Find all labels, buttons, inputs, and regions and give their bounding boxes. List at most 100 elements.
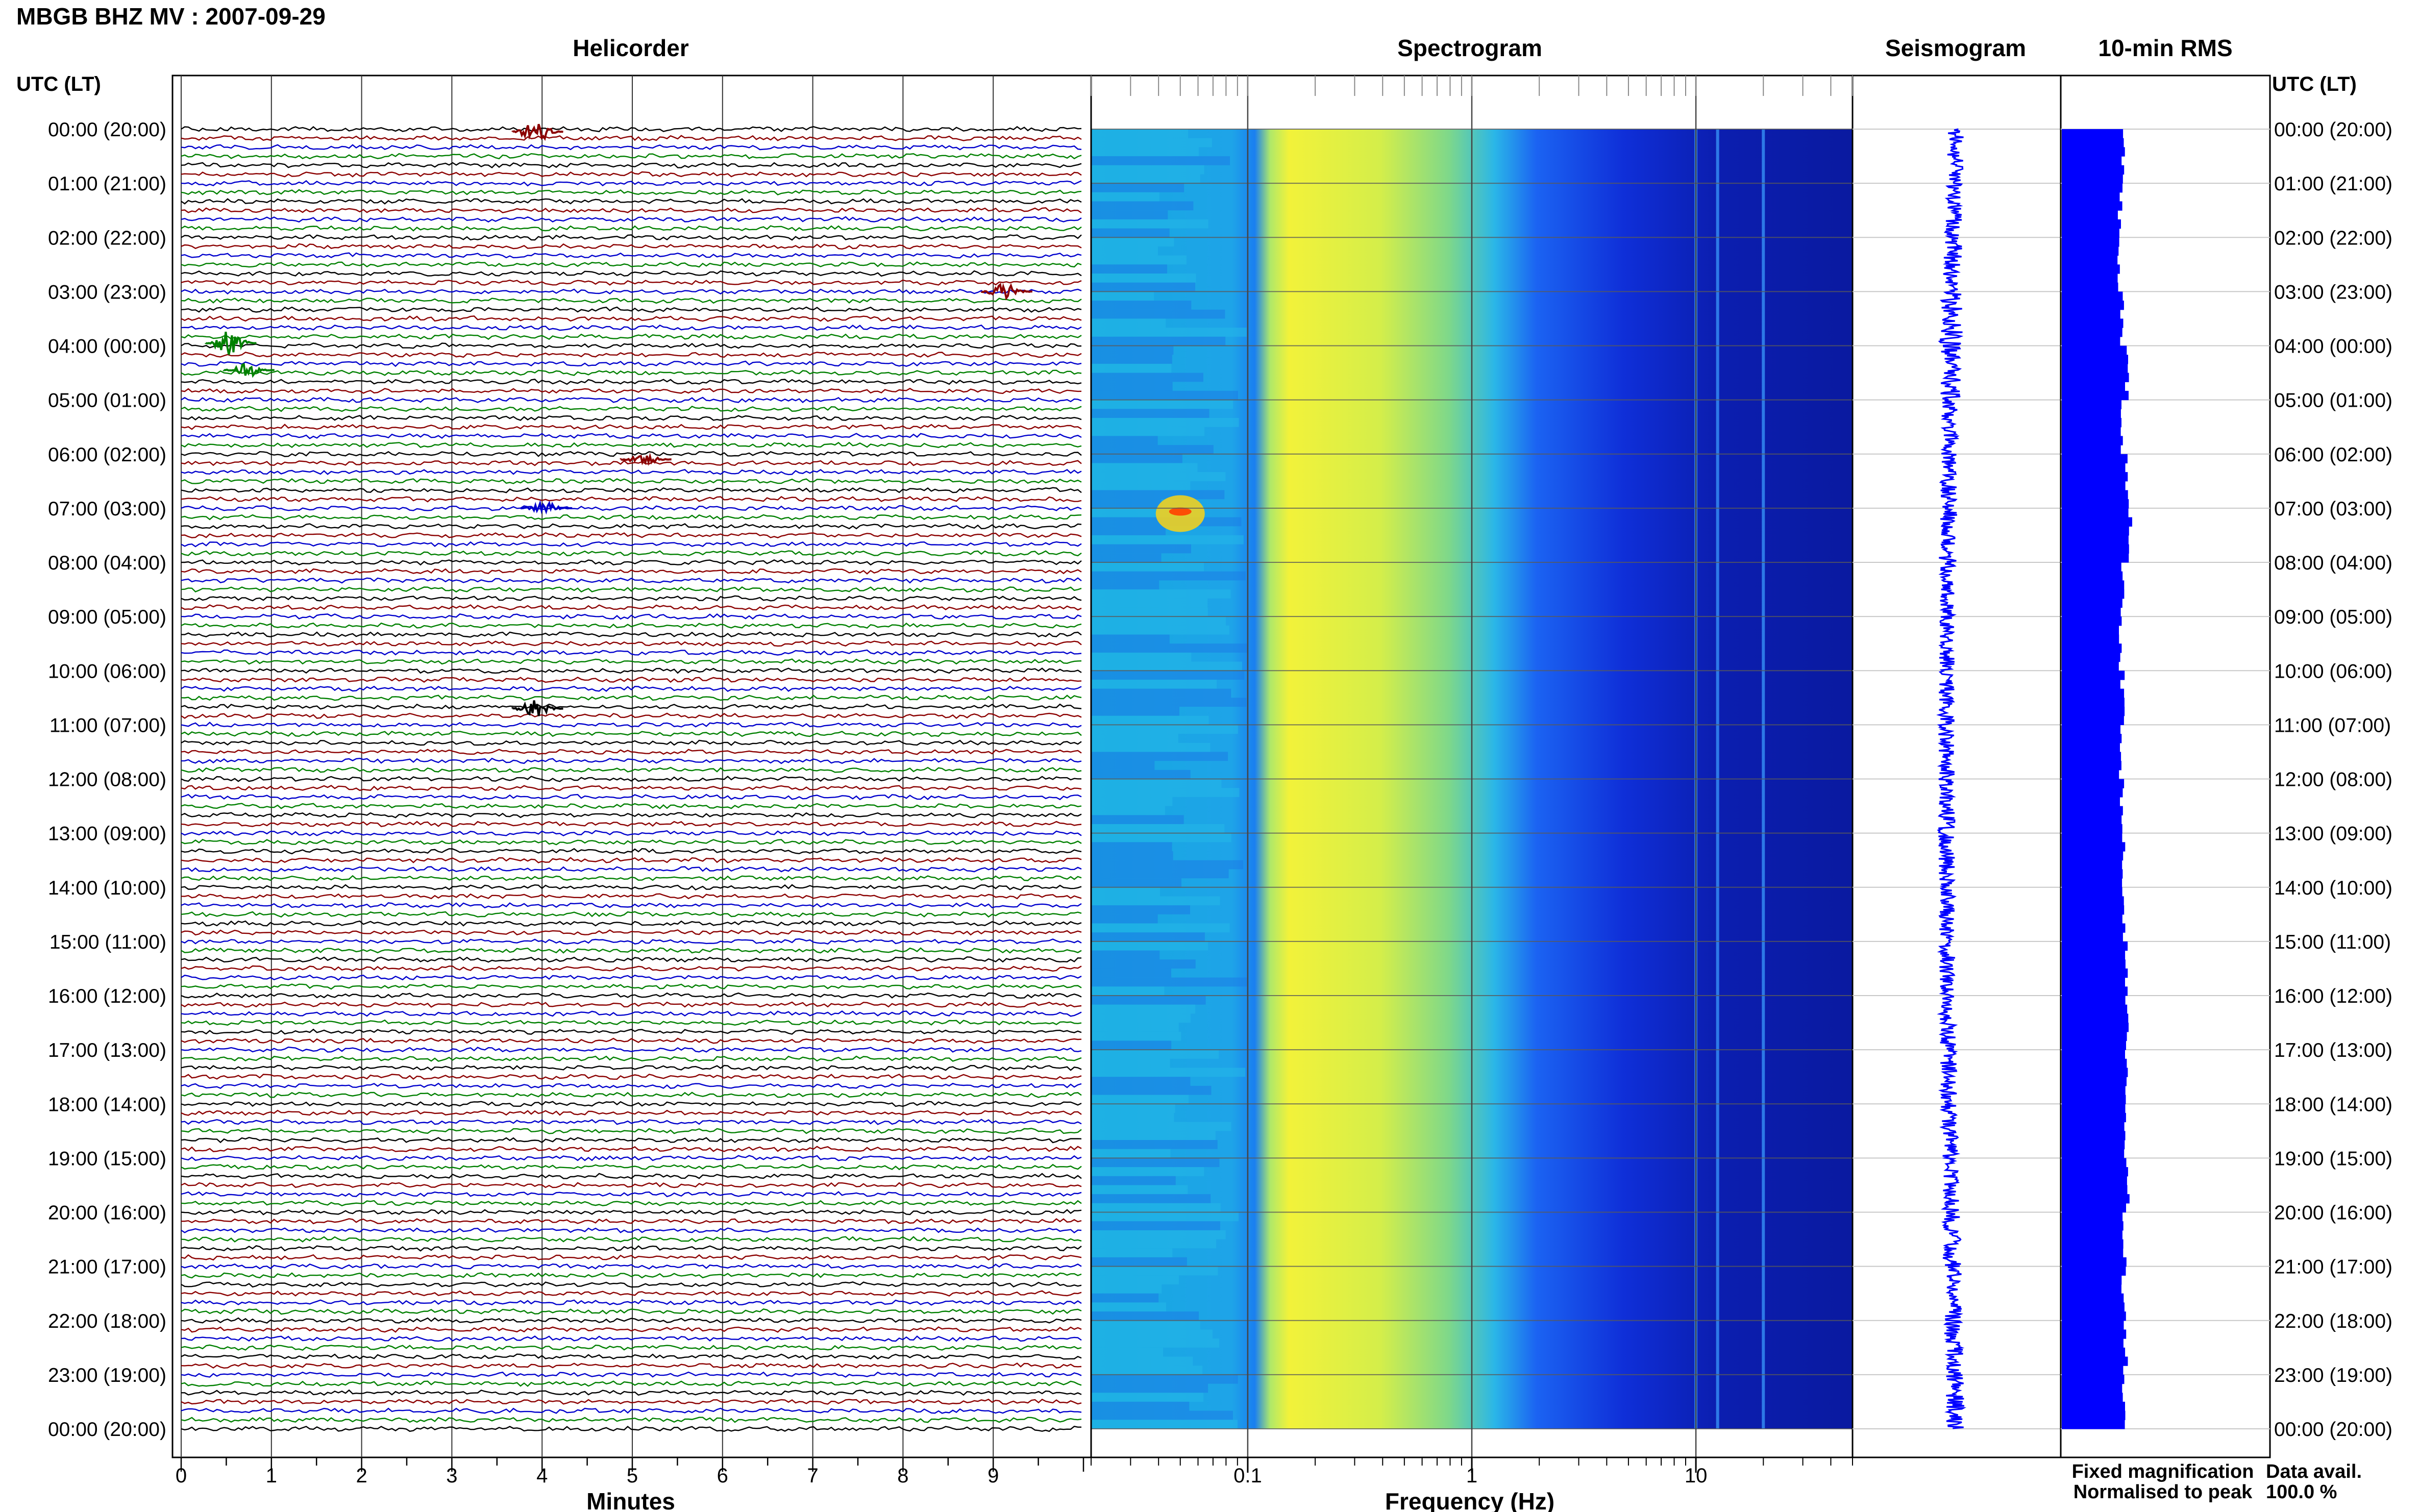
rms-bar [2062,291,2123,301]
helicorder-trace [181,1074,1082,1080]
hour-label-right: 17:00 (13:00) [2274,1039,2392,1061]
spectrogram-row-stripe [1091,1104,1175,1113]
rms-bar [2062,752,2121,761]
spectrogram-tick-label: 10 [1685,1465,1708,1487]
spectrogram-row-stripe [1091,237,1174,246]
spectrogram-row-stripe [1091,255,1187,265]
legend-normalised-to-peak: Normalised to peak [2074,1481,2253,1503]
seismogram-trace [1936,128,1967,1429]
helicorder-trace [181,1236,1082,1243]
helicorder-trace [181,902,1082,909]
helicorder-title: Helicorder [573,35,689,61]
spectrogram-row-stripe [1091,282,1195,292]
spectrogram-row-stripe [1091,1140,1218,1149]
helicorder-trace [181,1037,1082,1044]
spectrogram-stripes [1091,129,1248,1429]
spectrogram-row-stripe [1091,436,1158,445]
helicorder-trace [181,207,1082,213]
hour-label-left: 01:00 (21:00) [48,173,166,195]
spectrogram-row-stripe [1091,1302,1166,1312]
hour-label-left: 06:00 (02:00) [48,444,166,466]
rms-bar [2062,1275,2122,1285]
helicorder-trace [181,1136,1082,1144]
spectrogram-panel [1090,75,1854,1458]
rms-bar [2062,1347,2126,1357]
rms-bar [2062,1104,2126,1113]
helicorder-traces [181,126,1082,1432]
helicorder-trace [181,703,1082,710]
rms-bar [2062,1058,2127,1069]
helicorder-trace [181,857,1082,863]
hour-label-left: 00:00 (20:00) [48,1419,166,1441]
seismogram-title: Seismogram [1885,35,2026,61]
hour-label-left: 03:00 (23:00) [48,281,166,303]
hour-label-right: 18:00 (14:00) [2274,1094,2392,1116]
helicorder-trace [181,613,1082,620]
hour-label-left: 11:00 (07:00) [50,714,166,736]
rms-bar [2062,255,2118,265]
spectrogram-row-stripe [1091,715,1209,725]
spectrogram-row-stripe [1091,1013,1191,1023]
spectrogram-row-stripe [1091,770,1191,779]
rms-bar [2062,1068,2128,1077]
rms-bar [2062,1158,2127,1168]
spectrogram-row-stripe [1091,1149,1171,1158]
hour-label-left: 12:00 (08:00) [48,769,166,791]
spectrogram-row-stripe [1091,598,1208,608]
seismogram-panel [1852,75,2062,1458]
helicorder-trace [181,965,1082,972]
helicorder-trace [181,1227,1082,1234]
spectrogram-row-stripe [1091,526,1166,535]
helicorder-trace [181,532,1082,538]
spectrogram-row-stripe [1091,1050,1219,1059]
rms-bar [2062,571,2123,581]
helicorder-trace [181,1353,1082,1360]
spectrogram-row-stripe [1091,1112,1174,1122]
rms-bar [2062,517,2132,527]
helicorder-trace [181,848,1082,855]
rms-bar [2062,382,2125,391]
rms-bar [2062,237,2119,247]
spectrogram-row-stripe [1091,887,1160,897]
helicorder-trace [181,1200,1082,1207]
spectrogram-row-stripe [1091,328,1247,337]
helicorder-trace [181,424,1082,430]
helicorder-tick-label: 9 [988,1465,999,1487]
rms-bar [2062,806,2123,815]
hour-label-right: 12:00 (08:00) [2274,769,2392,791]
spectrogram-row-stripe [1091,454,1182,463]
helicorder-events [205,123,1033,716]
spectrogram-grid [1091,76,1853,1457]
spectrogram-row-stripe [1091,1347,1164,1357]
rms-bar [2062,1329,2127,1339]
helicorder-trace [181,1417,1082,1423]
spectrogram-row-stripe [1091,427,1205,436]
spectrogram-row-stripe [1091,1393,1204,1402]
spectrogram-row-stripe [1091,589,1231,599]
spectrogram-row-stripe [1091,156,1230,165]
helicorder-trace [181,875,1082,881]
helicorder-trace [181,568,1082,575]
hour-label-left: 05:00 (01:00) [48,390,166,412]
helicorder-x-axis: 0 1 2 3 4 5 6 7 8 9 [176,1457,1084,1487]
helicorder-trace [181,279,1082,286]
helicorder-trace [181,1064,1082,1071]
hour-label-right: 23:00 (19:00) [2274,1365,2392,1386]
rms-bar [2062,797,2120,807]
spectrogram-row-stripe [1091,445,1214,454]
rms-bar [2062,1085,2126,1096]
rms-bar [2062,192,2120,202]
rms-bar [2062,1266,2126,1276]
spectrogram-row-stripe [1091,752,1228,761]
rms-bar [2062,1293,2124,1303]
rms-bar [2062,869,2123,879]
spectrogram-row-stripe [1091,418,1239,427]
rms-bar [2062,1194,2130,1204]
helicorder-trace [181,550,1082,557]
helicorder-trace [181,658,1082,665]
hour-label-right: 15:00 (11:00) [2274,931,2391,953]
hour-label-right: 00:00 (20:00) [2274,1419,2392,1441]
helicorder-trace [181,1055,1082,1062]
rms-bar [2062,698,2125,707]
helicorder-trace [181,604,1082,611]
